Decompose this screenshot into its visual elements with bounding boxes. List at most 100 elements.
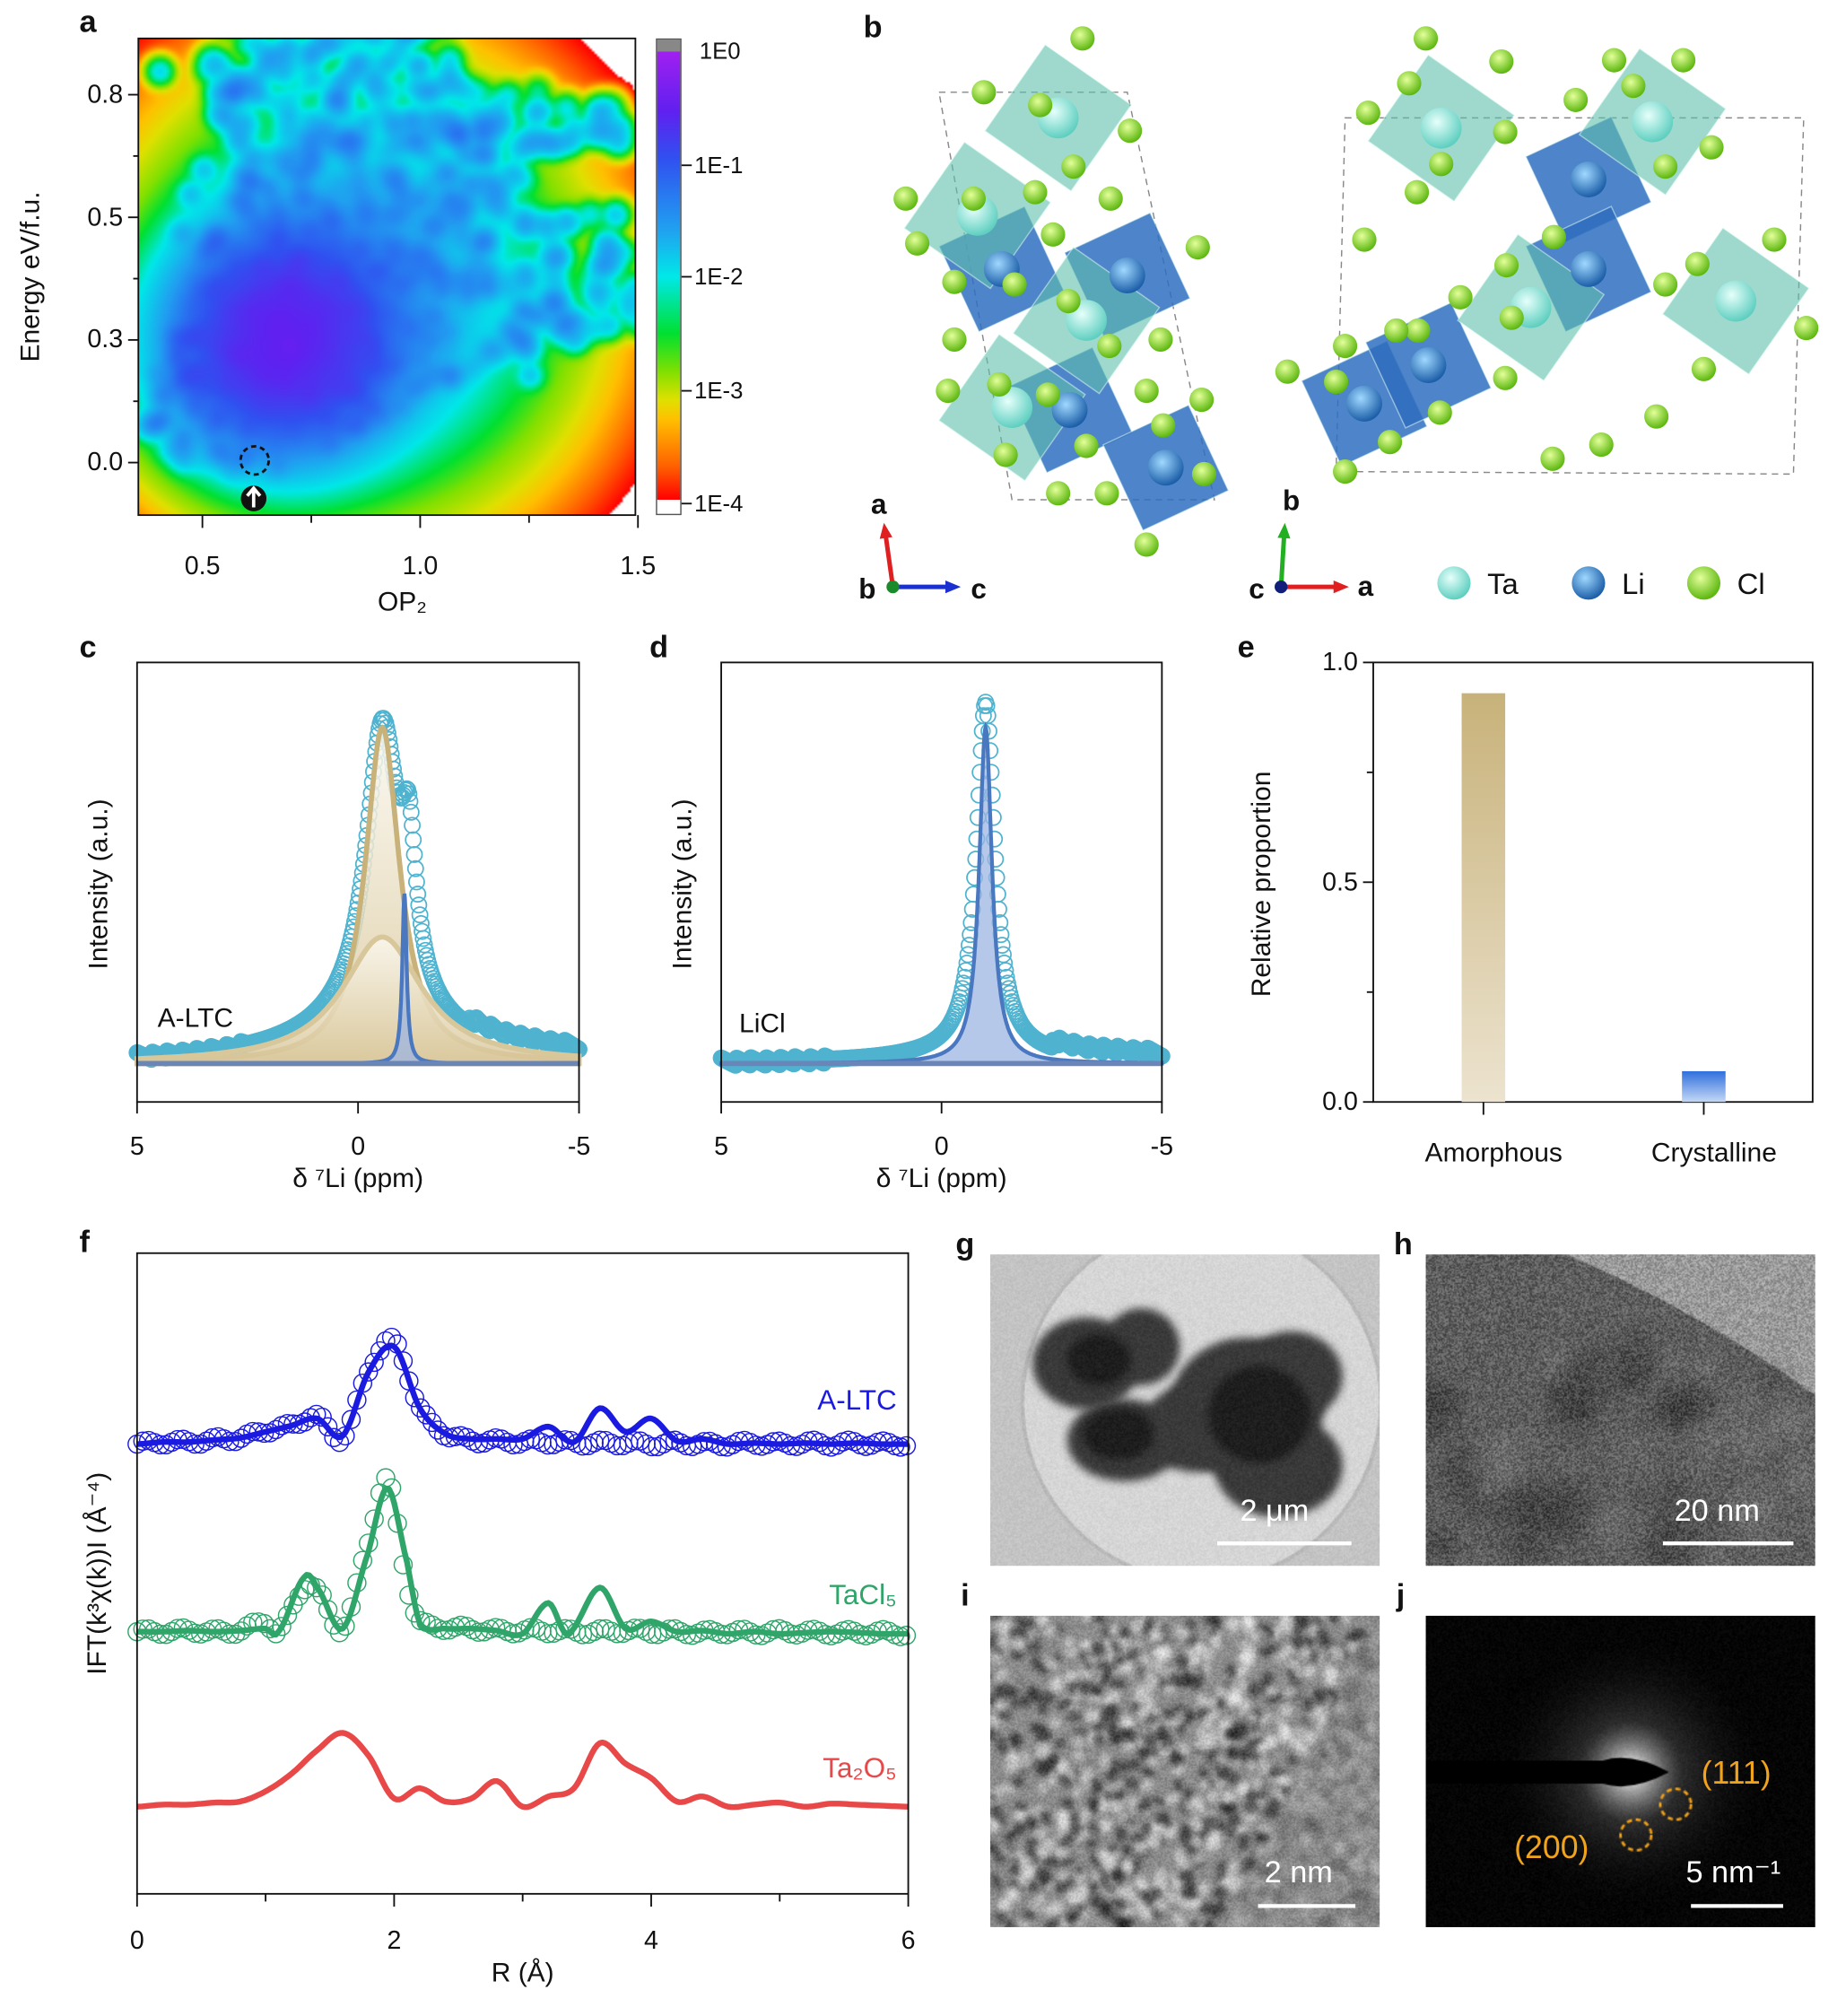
tem-image-hr — [1425, 1254, 1815, 1567]
colorbar-tick-label: 1E-1 — [694, 152, 744, 179]
cl-atom — [1429, 152, 1454, 177]
scale-bar-label-h: 20 nm — [1674, 1494, 1760, 1529]
data-point — [451, 1615, 471, 1636]
experimental-point — [401, 792, 419, 810]
axis-label: a — [1357, 570, 1374, 603]
cl-atom — [1653, 272, 1678, 297]
data-point — [318, 1417, 338, 1436]
experimental-point — [402, 803, 420, 821]
x-tick-label-a: 1.0 — [402, 552, 439, 580]
y-tick-label-e: 1.0 — [1322, 648, 1358, 677]
scale-bar-label-j: 5 nm⁻¹ — [1685, 1855, 1781, 1890]
cl-atom — [1148, 327, 1173, 353]
panel-label-e: e — [1237, 630, 1255, 666]
scale-bar-i — [1258, 1904, 1356, 1908]
cl-atom — [1691, 356, 1717, 381]
li-atom — [1346, 385, 1382, 422]
x-tick-label-f: 0 — [129, 1926, 144, 1956]
cl-atom — [1002, 272, 1027, 297]
cl-atom — [1489, 48, 1514, 74]
sample-label-c: A-LTC — [157, 1003, 234, 1034]
cl-atom — [1333, 458, 1358, 484]
x-tick-label-d: -5 — [1150, 1132, 1174, 1161]
experimental-point — [410, 896, 428, 914]
cl-atom — [1671, 48, 1696, 73]
axis-origin-b — [886, 580, 900, 594]
y-tick-label-a: 0.5 — [87, 203, 124, 231]
cl-atom — [1098, 186, 1123, 211]
y-axis-label-a: Energy eV/f.u. — [15, 191, 46, 362]
experimental-point — [409, 886, 427, 903]
cl-atom — [942, 269, 967, 294]
legend-swatch-li — [1571, 566, 1606, 600]
legend-swatch-cl — [1686, 566, 1721, 600]
cl-atom — [1355, 100, 1380, 126]
bar-crystalline — [1682, 1070, 1726, 1103]
plot-frame-f — [135, 1252, 910, 1895]
panel-label-h: h — [1393, 1227, 1413, 1262]
cl-atom — [1493, 365, 1518, 390]
data-point — [416, 1405, 436, 1425]
experimental-point — [978, 697, 996, 714]
fit-line-0 — [136, 1342, 909, 1447]
series-label: A-LTC — [817, 1383, 897, 1417]
panel-label-g: g — [955, 1227, 975, 1262]
y-axis-label-f: IFT(k³χ(k))I (Å⁻⁴) — [83, 1471, 112, 1675]
x-tick-label-f: 2 — [387, 1926, 402, 1956]
y-axis-label-e: Relative proportion — [1247, 771, 1277, 998]
panel-label-b: b — [863, 10, 883, 45]
cl-atom — [942, 327, 967, 353]
cl-atom — [1056, 289, 1081, 314]
data-point — [607, 1436, 627, 1456]
data-point — [364, 1352, 384, 1373]
axis-label: c — [971, 572, 987, 606]
data-point — [266, 1624, 286, 1644]
cl-atom — [1499, 305, 1524, 330]
x-tick-label-d: 5 — [714, 1132, 729, 1161]
data-point — [537, 1435, 558, 1455]
cl-atom — [1601, 48, 1627, 73]
fit-component-2 — [134, 934, 582, 1067]
colorbar-tick-label: 1E-4 — [694, 490, 744, 517]
x-tick-label-c: 0 — [351, 1132, 366, 1161]
cl-atom — [1413, 26, 1439, 51]
fit-line-1 — [136, 1485, 909, 1638]
panel-label-a: a — [79, 4, 97, 40]
cl-atom — [1134, 532, 1159, 557]
x-tick-label-e: Crystalline — [1650, 1138, 1777, 1168]
data-point — [341, 1409, 361, 1429]
spot-label-111: (111) — [1701, 1755, 1772, 1792]
unit-cell-left — [937, 92, 1215, 501]
x-tick-label-d: 0 — [934, 1132, 949, 1161]
cl-atom — [1377, 430, 1403, 455]
li-atom — [1570, 250, 1606, 287]
x-tick-label-c: 5 — [129, 1132, 144, 1161]
cl-atom — [987, 371, 1012, 397]
heatmap-frame — [137, 37, 637, 517]
experimental-point — [406, 860, 424, 877]
cl-atom — [1028, 92, 1053, 118]
data-point — [376, 1468, 396, 1488]
data-point — [329, 1432, 350, 1453]
y-tick-label-a: 0.0 — [87, 448, 124, 477]
fit-line-2 — [136, 1730, 909, 1811]
panel-label-f: f — [79, 1225, 90, 1260]
axis-label: b — [858, 572, 876, 606]
cl-atom — [893, 186, 918, 211]
ta-atom — [1420, 107, 1462, 149]
cl-atom — [1493, 119, 1518, 144]
colorbar-tick-label: 1E0 — [699, 38, 741, 65]
cl-atom — [1384, 318, 1409, 344]
cl-atom — [1151, 413, 1176, 438]
data-point — [272, 1617, 292, 1636]
cl-atom — [1621, 74, 1646, 99]
y-axis-label-c: Intensity (a.u.) — [83, 799, 114, 970]
li-atom — [1109, 257, 1145, 294]
scale-bar-j — [1691, 1904, 1784, 1908]
axis-origin-c — [1275, 580, 1288, 594]
cl-atom — [1540, 446, 1565, 471]
highlight-dashed-circle — [239, 445, 271, 476]
colorbar-tick-label: 1E-3 — [694, 378, 744, 404]
cl-atom — [1406, 318, 1431, 344]
data-point — [503, 1435, 523, 1454]
